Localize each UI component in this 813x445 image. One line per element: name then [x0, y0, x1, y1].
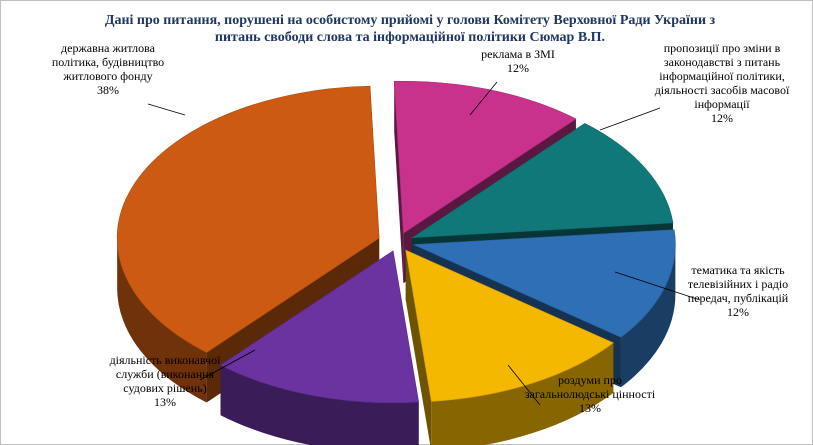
pie-slice [413, 229, 676, 338]
slice-outer-wall [431, 342, 614, 445]
chart-title-line-2: питань свободи слова та інформаційної по… [214, 30, 606, 45]
slice-wall [394, 81, 404, 284]
slice-label-line: державна житлова [61, 41, 156, 55]
slice-label-line: житлового фонду [62, 69, 152, 83]
slice-label-line: законодавстві з питань [664, 55, 781, 69]
slice-label-line: діяльність виконавчої [110, 353, 222, 367]
slice-percent-label: 13% [579, 401, 601, 415]
chart-title: Дані про питання, порушені на особистому… [60, 12, 760, 46]
slice-label-line: судових рішень) [123, 381, 206, 395]
leader-line [199, 349, 256, 381]
slice-label-line: телевізійних і радіо [688, 277, 788, 291]
slice-label-line: діяльності засобів масової [655, 83, 790, 97]
slice-label-line: політика, будівництво [52, 55, 164, 69]
slice-outer-wall [117, 238, 207, 403]
leader-line [614, 271, 701, 301]
slice-label-line: служби (виконання [116, 367, 215, 381]
slice-wall [405, 250, 432, 445]
slice-label-line: роздуми про [558, 373, 622, 387]
slice-tops [116, 80, 676, 404]
leader-line [469, 81, 498, 116]
slice-percent-label: 12% [711, 111, 733, 125]
pie-slice [116, 85, 380, 353]
slice-percent-label: 13% [154, 395, 176, 409]
leader-line [507, 364, 541, 406]
slice-label-line: інформації [694, 97, 750, 111]
slice-label-line: інформаційної політики, [659, 69, 785, 83]
chart-title-line-1: Дані про питання, порушені на особистому… [104, 13, 716, 28]
slice-percent-label: 12% [507, 61, 529, 75]
slice-percent-label: 38% [97, 83, 119, 97]
pie-slice [411, 123, 674, 239]
slice-label-line: реклама в ЗМІ [481, 47, 555, 61]
slice-label-line: передач, публікацій [688, 291, 789, 305]
slice-label-line: загальнолюдські цінності [525, 387, 656, 401]
slice-outer-wall [620, 244, 676, 388]
pie-slice [393, 80, 577, 234]
slice-label-line: пропозиції про зміни в [664, 41, 781, 55]
slice-label-line: тематика та якість [691, 263, 785, 277]
pie-slice [219, 250, 420, 404]
slice-percent-label: 12% [727, 305, 749, 319]
leader-line [147, 103, 186, 116]
leader-line [599, 107, 661, 131]
pie-slice [405, 249, 614, 402]
